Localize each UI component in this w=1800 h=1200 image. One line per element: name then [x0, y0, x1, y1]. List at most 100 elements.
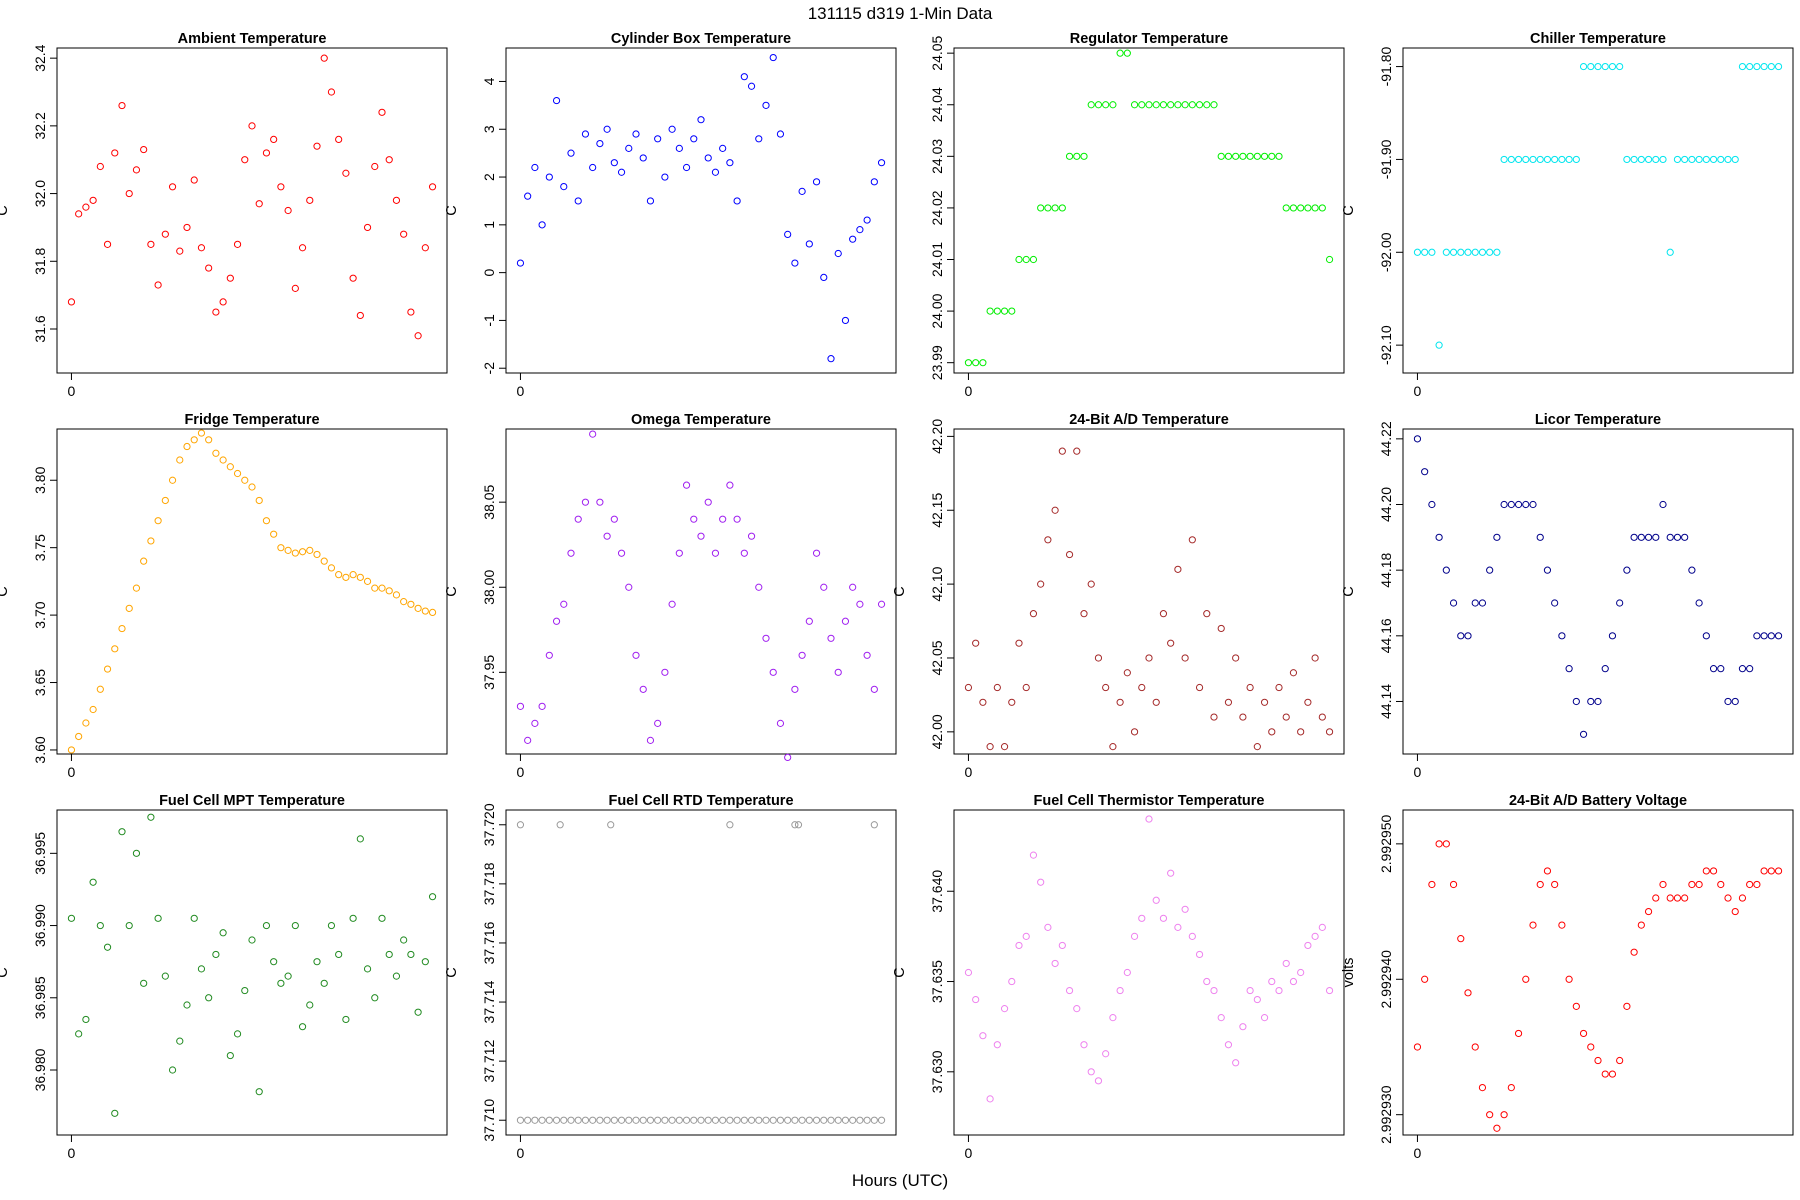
chart-panel: Fuel Cell RTD Temperature 37.710 37.712 37.… [444, 793, 897, 1161]
data-point [82, 203, 90, 211]
data-point [1616, 599, 1624, 607]
data-point [769, 1116, 777, 1124]
data-point [964, 359, 973, 367]
data-point [697, 532, 705, 540]
data-point [270, 530, 278, 538]
data-point [1000, 743, 1009, 751]
data-point [820, 583, 828, 591]
data-point [205, 994, 213, 1002]
data-point [574, 197, 582, 205]
data-point [111, 149, 119, 157]
data-point [596, 139, 604, 148]
data-point [1529, 921, 1537, 929]
data-point [661, 668, 669, 676]
data-point [798, 187, 806, 195]
data-point [1268, 152, 1276, 160]
data-point [603, 125, 611, 133]
data-point [1008, 977, 1016, 986]
data-point [675, 1116, 683, 1124]
data-point [791, 685, 799, 693]
y-axis-label: C [0, 586, 11, 596]
data-point [342, 1015, 350, 1024]
y-axis-label: C [1341, 586, 1357, 596]
y-axis-label: volts [1341, 958, 1357, 988]
chart-title: 24-Bit A/D Battery Voltage [1509, 793, 1687, 809]
y-tick-label: 38.05 [481, 484, 497, 519]
data-point [1181, 905, 1189, 913]
data-point [1688, 155, 1696, 164]
data-point [327, 564, 336, 572]
data-point [154, 517, 162, 525]
data-point [1579, 730, 1588, 738]
data-point [1579, 1029, 1588, 1038]
data-point [1565, 665, 1573, 673]
data-point [1304, 941, 1312, 950]
data-point [776, 1116, 785, 1124]
data-point [1478, 599, 1487, 607]
y-tick-label: 24.00 [929, 293, 945, 328]
data-point [1253, 152, 1261, 160]
data-point [1644, 907, 1653, 916]
data-series [1413, 62, 1783, 349]
chart-title: Fuel Cell Thermistor Temperature [1034, 793, 1265, 809]
y-tick-label: 36.995 [32, 832, 48, 875]
data-point [556, 821, 564, 829]
data-point [552, 96, 561, 105]
data-point [1464, 632, 1472, 640]
data-point [298, 244, 307, 252]
data-point [805, 240, 813, 248]
data-point [849, 1116, 857, 1124]
data-point [1529, 500, 1537, 509]
data-point [1587, 697, 1595, 706]
data-point [1246, 152, 1254, 160]
data-point [103, 665, 112, 673]
data-point [1304, 204, 1312, 212]
data-point [313, 958, 321, 966]
data-point [1325, 986, 1334, 995]
data-point [596, 498, 604, 506]
data-point [1514, 500, 1523, 509]
y-tick-label: 3.70 [32, 601, 48, 628]
data-point [1594, 697, 1602, 706]
x-tick-label: 0 [965, 383, 973, 399]
data-point [1673, 533, 1682, 541]
data-point [270, 135, 278, 144]
data-point [798, 651, 806, 659]
data-point [176, 1037, 184, 1045]
data-point [1311, 204, 1319, 212]
data-point [589, 163, 597, 172]
data-point [841, 1116, 850, 1124]
data-point [349, 571, 357, 579]
y-tick-label: 3 [481, 125, 497, 133]
data-point [1774, 632, 1783, 640]
chart-panel: 24-Bit A/D Battery Voltage 2.992930 2.9929… [1341, 793, 1794, 1161]
data-point [1130, 932, 1139, 940]
data-point [1652, 533, 1660, 541]
data-point [1673, 894, 1682, 902]
data-point [1760, 867, 1768, 875]
data-point [726, 159, 734, 167]
data-point [690, 1116, 698, 1124]
data-point [1304, 698, 1312, 706]
data-point [516, 702, 525, 710]
data-point [1109, 1014, 1117, 1022]
data-point [1702, 867, 1710, 875]
data-point [1478, 1084, 1487, 1092]
data-point [226, 274, 234, 282]
data-point [1536, 880, 1544, 889]
y-tick-label: 24.01 [929, 242, 945, 277]
data-point [1044, 204, 1052, 212]
data-point [1210, 101, 1218, 109]
data-point [1695, 880, 1703, 889]
data-point [1297, 728, 1305, 736]
y-tick-label: 37.712 [481, 1040, 497, 1083]
data-point [516, 821, 525, 829]
data-point [1087, 1068, 1095, 1076]
y-tick-label: 37.714 [481, 980, 497, 1023]
data-point [516, 1116, 525, 1124]
data-point [407, 600, 415, 608]
data-point [233, 469, 242, 478]
data-point [870, 178, 878, 186]
y-tick-label: 44.14 [1378, 684, 1394, 719]
